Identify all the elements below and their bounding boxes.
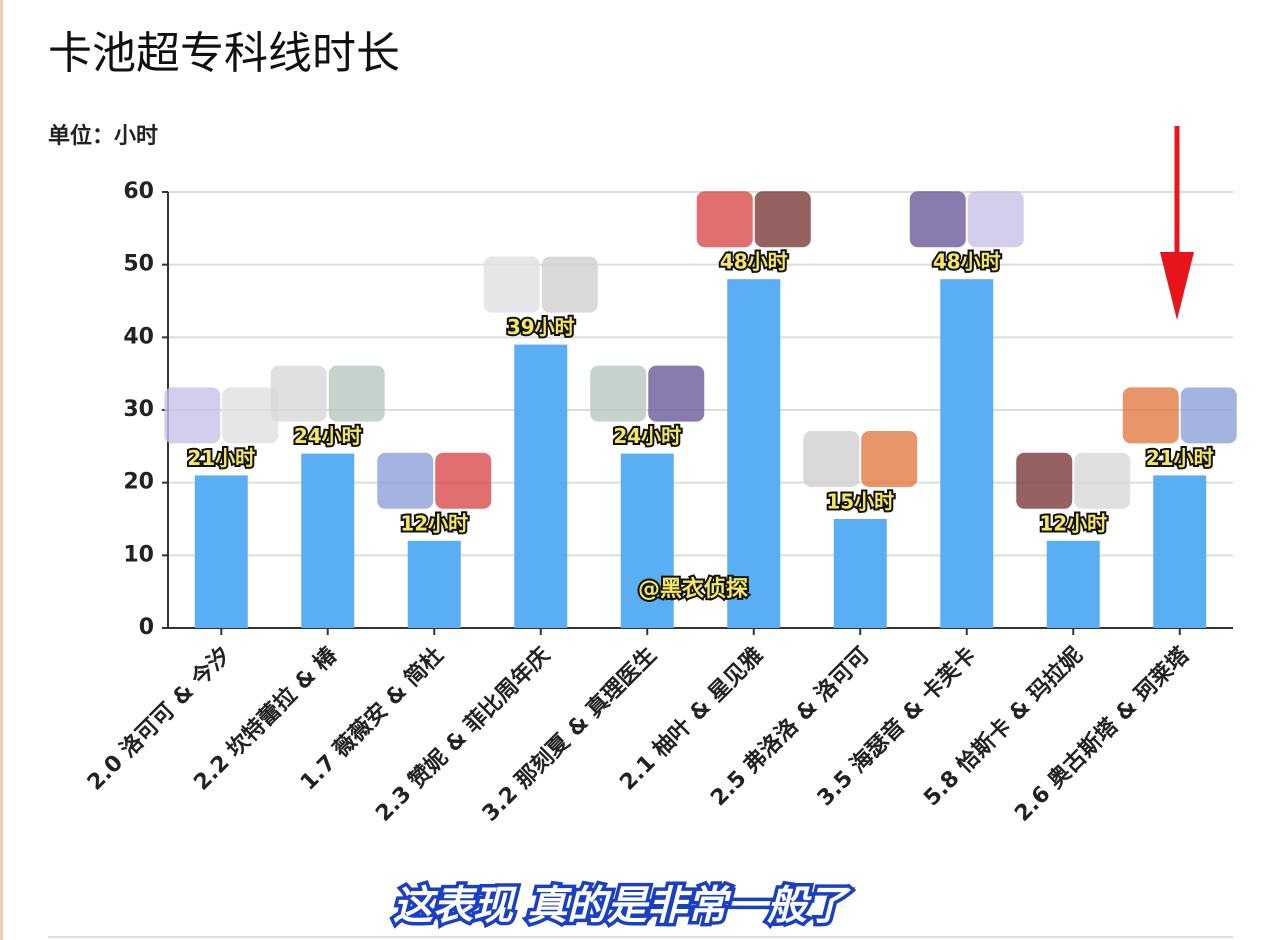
left-border xyxy=(0,0,3,940)
bar xyxy=(833,519,887,628)
y-tick-label: 0 xyxy=(139,615,154,640)
value-label: 12小时 xyxy=(1039,511,1107,535)
character-portrait xyxy=(590,365,647,422)
chart-subtitle: 单位：小时 xyxy=(48,123,158,149)
value-label: 12小时 xyxy=(400,511,468,535)
value-label: 15小时 xyxy=(826,490,894,514)
y-tick-label: 60 xyxy=(123,179,154,204)
x-tick-label: 2.6 奥古斯塔 & 珂莱塔 xyxy=(1010,641,1195,826)
character-portrait xyxy=(435,452,492,509)
chart-title: 卡池超专科线时长 xyxy=(48,28,400,79)
bar xyxy=(407,540,461,628)
character-portrait xyxy=(861,431,918,487)
character-portrait xyxy=(1180,387,1237,444)
character-portrait xyxy=(483,256,540,313)
bar xyxy=(194,475,248,628)
y-tick-label: 40 xyxy=(123,324,154,349)
value-label: 39小时 xyxy=(507,315,575,339)
character-portrait xyxy=(1074,452,1131,509)
character-portrait xyxy=(270,365,327,422)
value-label: 21小时 xyxy=(187,446,255,470)
caption: 这表现 真的是非常一般了 xyxy=(393,883,851,929)
arrow-head xyxy=(1160,252,1194,320)
character-portrait xyxy=(696,191,753,248)
character-portrait xyxy=(164,387,221,444)
x-tick-label: 2.3 赞妮 & 菲比周年庆 xyxy=(371,642,556,827)
character-portrait xyxy=(648,365,705,422)
character-portrait xyxy=(967,191,1024,248)
bar xyxy=(940,279,994,628)
watermark: @黑衣侦探 xyxy=(638,576,748,602)
character-portrait xyxy=(377,452,434,509)
x-tick-label: 3.2 那刻夏 & 真理医生 xyxy=(477,642,662,827)
y-tick-label: 50 xyxy=(123,252,154,277)
bar xyxy=(727,279,781,628)
value-label: 21小时 xyxy=(1146,446,1214,470)
bar xyxy=(1153,475,1207,628)
character-portrait xyxy=(1122,387,1179,444)
bar xyxy=(620,453,674,628)
value-label: 24小时 xyxy=(613,424,681,448)
bar xyxy=(301,453,355,628)
value-label: 48小时 xyxy=(720,250,788,274)
character-portrait xyxy=(803,431,860,487)
character-portrait xyxy=(909,191,966,248)
y-tick-label: 10 xyxy=(123,542,154,567)
character-portrait xyxy=(1016,452,1073,509)
value-label: 48小时 xyxy=(933,250,1001,274)
value-label: 24小时 xyxy=(294,424,362,448)
character-portrait xyxy=(541,256,598,313)
character-portrait xyxy=(754,191,811,248)
character-portrait xyxy=(222,387,279,444)
bar xyxy=(1046,540,1100,628)
y-tick-label: 20 xyxy=(123,470,154,495)
bar xyxy=(514,344,568,628)
y-tick-label: 30 xyxy=(123,397,154,422)
character-portrait xyxy=(328,365,385,422)
